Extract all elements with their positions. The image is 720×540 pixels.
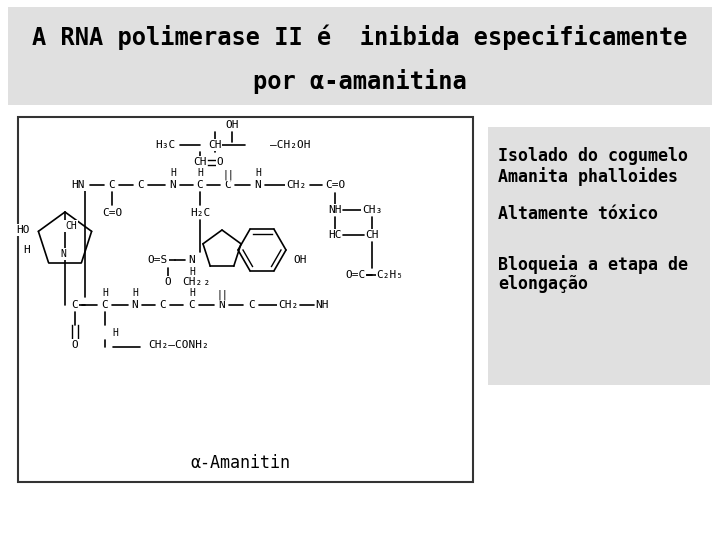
Text: H₂C: H₂C [190, 208, 210, 218]
Text: C=O: C=O [102, 208, 122, 218]
Text: –CH₂OH: –CH₂OH [270, 140, 310, 150]
Text: A RNA polimerase II é  inibida especificamente: A RNA polimerase II é inibida especifica… [32, 24, 688, 50]
Text: H: H [189, 288, 195, 298]
Bar [18, 117, 473, 482]
Bar [8, 7, 712, 105]
Text: CH: CH [365, 230, 379, 240]
Text: C: C [248, 300, 256, 310]
Text: NH: NH [328, 205, 342, 215]
Text: N: N [219, 300, 225, 310]
Text: Isolado do cogumelo: Isolado do cogumelo [498, 147, 688, 165]
Text: C: C [189, 300, 195, 310]
Text: Amanita phalloides: Amanita phalloides [498, 167, 678, 186]
Text: CH: CH [193, 157, 207, 167]
Text: HN: HN [71, 180, 85, 190]
Text: C: C [160, 300, 166, 310]
Text: C=O: C=O [325, 180, 345, 190]
Text: H: H [23, 245, 30, 255]
Text: O: O [71, 340, 78, 350]
Bar [488, 127, 710, 385]
Text: NH: NH [315, 300, 329, 310]
Text: HO: HO [17, 225, 30, 235]
Text: ||: || [216, 290, 228, 300]
Text: Bloqueia a etapa de: Bloqueia a etapa de [498, 255, 688, 274]
Text: OH: OH [293, 255, 307, 265]
Text: H: H [189, 267, 195, 277]
Text: H: H [112, 328, 118, 338]
Text: C: C [138, 180, 145, 190]
Text: C: C [225, 180, 231, 190]
Text: O=C: O=C [345, 270, 365, 280]
Text: C₂H₅: C₂H₅ [377, 270, 403, 280]
Text: CH₂: CH₂ [182, 277, 202, 287]
Text: O=S: O=S [148, 255, 168, 265]
Text: CH₂: CH₂ [286, 180, 306, 190]
Text: HC: HC [328, 230, 342, 240]
Text: CH₂: CH₂ [278, 300, 298, 310]
Text: N: N [170, 180, 176, 190]
Text: ||: || [222, 170, 234, 180]
Text: CH: CH [208, 140, 222, 150]
Text: H: H [170, 168, 176, 178]
Text: C: C [71, 300, 78, 310]
Text: CH₂—CONH₂: CH₂—CONH₂ [148, 340, 209, 350]
Text: H: H [255, 168, 261, 178]
Text: C: C [197, 180, 203, 190]
Text: N: N [189, 255, 195, 265]
Text: C: C [109, 180, 115, 190]
Text: α-Amanitin: α-Amanitin [190, 454, 290, 472]
Text: N: N [255, 180, 261, 190]
Text: por α-amanitina: por α-amanitina [253, 70, 467, 94]
Text: N: N [60, 249, 66, 259]
Text: Altamente tóxico: Altamente tóxico [498, 205, 658, 223]
Text: OH: OH [225, 120, 239, 130]
Text: C: C [102, 300, 109, 310]
Text: CH₂: CH₂ [190, 277, 210, 287]
Text: H₃C: H₃C [155, 140, 175, 150]
Text: elongação: elongação [498, 275, 588, 293]
Text: H: H [132, 288, 138, 298]
Text: CH₃: CH₃ [362, 205, 382, 215]
Text: O: O [217, 157, 223, 167]
Text: CH: CH [65, 221, 77, 231]
Text: N: N [132, 300, 138, 310]
Text: H: H [197, 168, 203, 178]
Text: H: H [102, 288, 108, 298]
Text: O: O [165, 277, 171, 287]
